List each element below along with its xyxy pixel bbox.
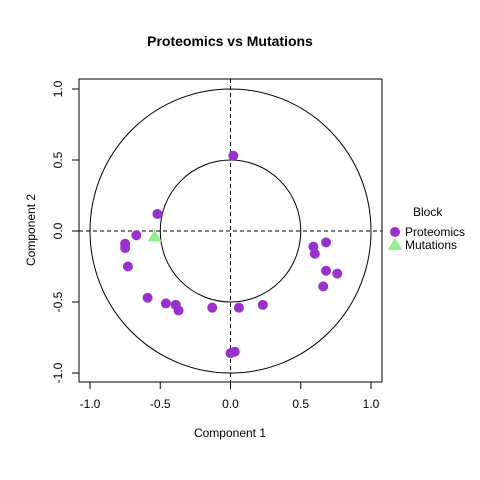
data-point-proteomics bbox=[321, 265, 332, 276]
data-point-proteomics bbox=[131, 230, 142, 241]
data-point-mutations bbox=[147, 229, 162, 242]
x-axis-label: Component 1 bbox=[194, 426, 266, 440]
data-points bbox=[120, 150, 343, 359]
x-tick-label: -1.0 bbox=[80, 397, 101, 411]
data-point-proteomics bbox=[120, 243, 131, 254]
chart-title: Proteomics vs Mutations bbox=[147, 33, 313, 49]
y-axis: -1.0 -0.5 0.0 0.5 1.0 bbox=[51, 80, 80, 383]
legend-symbol-mutations bbox=[387, 237, 403, 250]
legend-label-proteomics: Proteomics bbox=[405, 225, 465, 239]
reference-lines bbox=[79, 79, 382, 382]
data-point-proteomics bbox=[142, 292, 153, 303]
y-axis-label: Component 2 bbox=[24, 194, 38, 266]
data-point-proteomics bbox=[321, 237, 332, 248]
x-tick-label: -0.5 bbox=[150, 397, 171, 411]
y-tick-label: 0.0 bbox=[51, 222, 65, 239]
y-tick-label: -0.5 bbox=[51, 291, 65, 312]
data-point-proteomics bbox=[228, 150, 239, 161]
data-point-proteomics bbox=[318, 281, 329, 292]
legend-title: Block bbox=[413, 205, 443, 219]
data-point-proteomics bbox=[160, 298, 171, 309]
data-point-proteomics bbox=[257, 299, 268, 310]
legend-symbol-proteomics bbox=[390, 227, 400, 237]
data-point-proteomics bbox=[233, 302, 244, 313]
data-point-proteomics bbox=[152, 208, 163, 219]
data-point-proteomics bbox=[122, 261, 133, 272]
data-point-proteomics bbox=[207, 302, 218, 313]
x-tick-label: 1.0 bbox=[363, 397, 380, 411]
y-tick-label: 0.5 bbox=[51, 151, 65, 168]
x-tick-label: 0.0 bbox=[222, 397, 239, 411]
data-point-proteomics bbox=[173, 305, 184, 316]
x-tick-label: 0.5 bbox=[292, 397, 309, 411]
legend-label-mutations: Mutations bbox=[405, 238, 457, 252]
data-point-proteomics bbox=[229, 346, 240, 357]
data-point-proteomics bbox=[309, 248, 320, 259]
y-tick-label: 1.0 bbox=[51, 80, 65, 97]
x-axis: -1.0 -0.5 0.0 0.5 1.0 bbox=[80, 381, 380, 411]
y-tick-label: -1.0 bbox=[51, 362, 65, 383]
data-point-proteomics bbox=[332, 268, 343, 279]
